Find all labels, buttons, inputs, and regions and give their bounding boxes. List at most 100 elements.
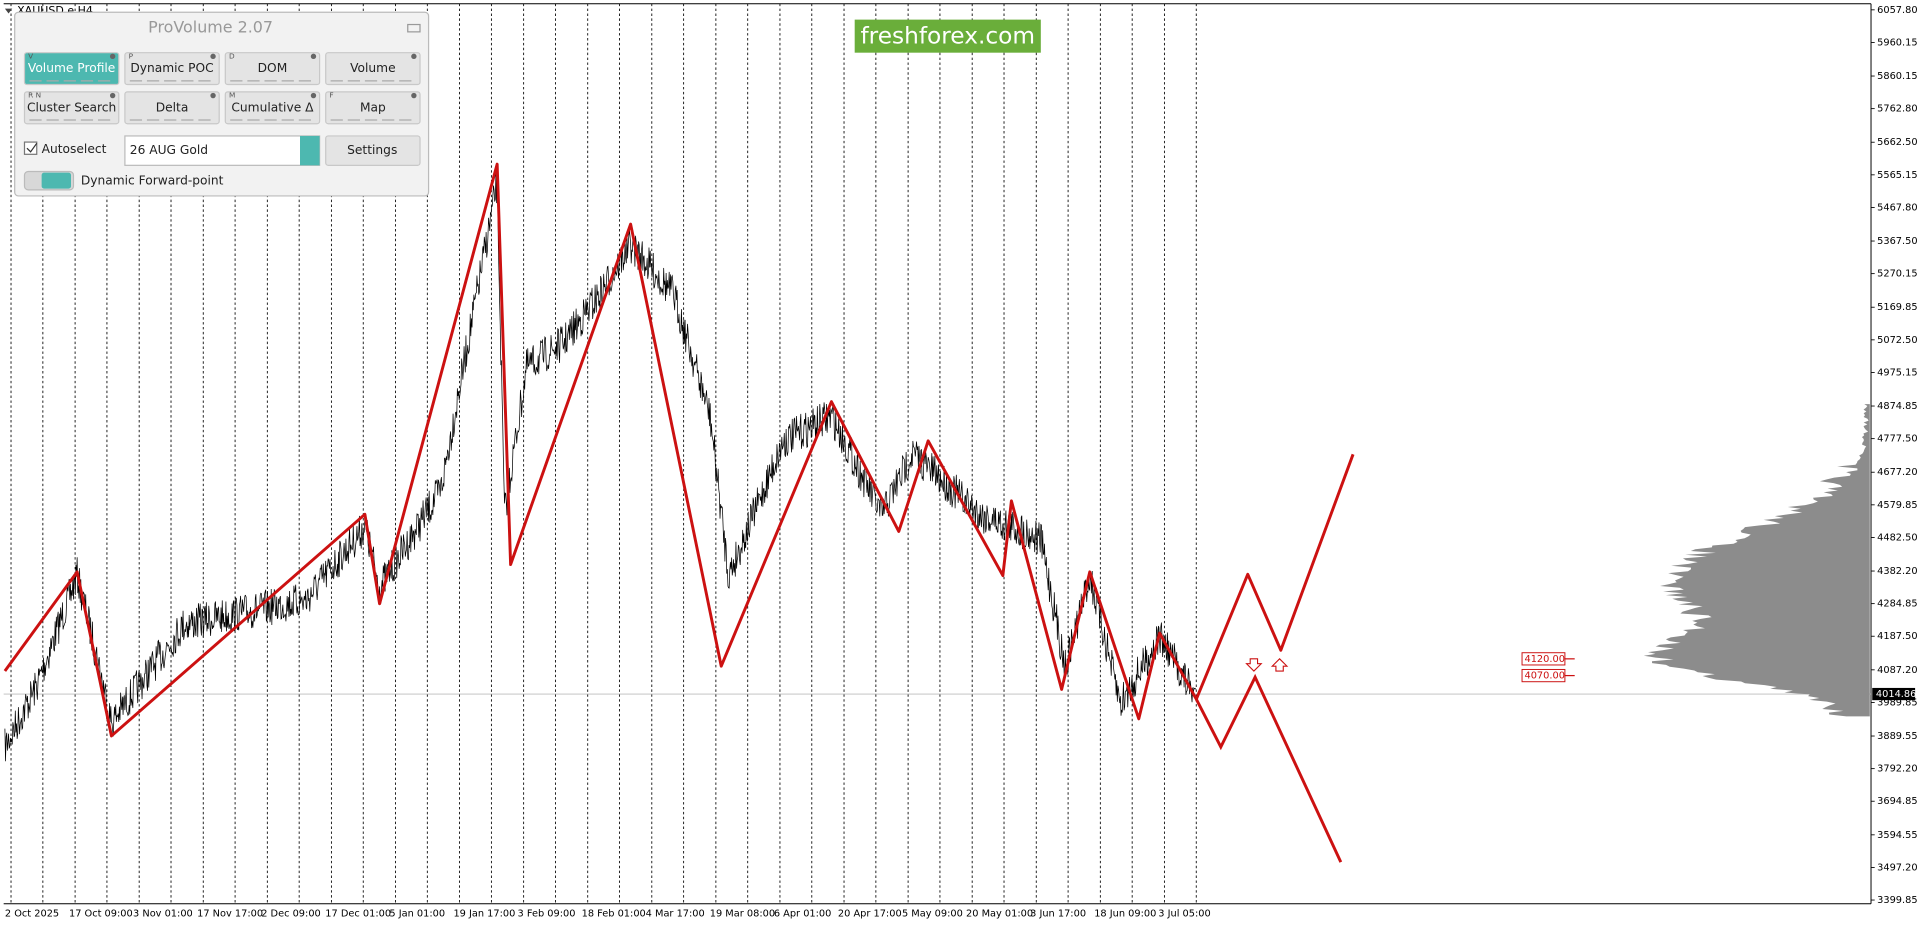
x-tick-label: 3 Feb 09:00: [518, 909, 576, 920]
current-price-box: [1872, 687, 1916, 701]
tool-button-label: Volume Profile: [28, 61, 115, 75]
tool-button[interactable]: [124, 52, 220, 86]
y-tick-label: 4777.50: [1877, 434, 1917, 445]
x-tick-label: 5 Jan 01:00: [389, 909, 445, 920]
tool-button[interactable]: [224, 52, 321, 86]
y-tick-label: 5762.80: [1877, 104, 1917, 115]
x-tick-label: 3 Nov 01:00: [133, 909, 193, 920]
tool-button-label: Cluster Search: [27, 100, 116, 114]
gear-icon: [210, 92, 216, 99]
y-tick-label: 4874.85: [1877, 401, 1917, 412]
current-price-label: 4014.86: [1876, 689, 1916, 700]
down-arrow: [1245, 658, 1263, 672]
y-tick-label: 5072.50: [1877, 335, 1917, 346]
price-line: [4, 168, 1197, 762]
up-arrow: [1270, 658, 1289, 672]
tool-button[interactable]: [224, 91, 321, 125]
forward-label: Dynamic Forward-point: [81, 174, 224, 188]
x-tick-label: 20 Apr 17:00: [838, 909, 902, 920]
gear-icon: [210, 53, 216, 60]
check-mark: [26, 142, 38, 153]
x-tick-label: 17 Dec 01:00: [325, 909, 391, 920]
watermark: freshforex.com: [860, 22, 1035, 49]
gear-icon: [109, 92, 116, 99]
x-tick-label: 17 Oct 09:00: [69, 909, 133, 920]
y-tick-label: 5169.85: [1877, 302, 1917, 313]
x-tick-label: 2 Dec 09:00: [261, 909, 321, 920]
x-tick-label: 2 Oct 2025: [5, 909, 59, 920]
spin-button[interactable]: [300, 135, 320, 166]
level-box: [1521, 668, 1566, 683]
y-tick-label: 5270.15: [1877, 269, 1917, 280]
y-tick-label: 4677.20: [1877, 467, 1917, 478]
tool-button[interactable]: [325, 91, 421, 125]
y-tick-label: 5367.50: [1877, 236, 1917, 247]
zigzag-projection: [1195, 673, 1343, 863]
gear-icon: [411, 92, 417, 99]
tool-button[interactable]: [124, 91, 220, 125]
tool-button[interactable]: [23, 52, 120, 86]
menu-arrow: [4, 8, 13, 14]
instrument-select[interactable]: [124, 135, 321, 166]
hotkey: P: [129, 51, 134, 60]
tool-button-label: Dynamic POC: [130, 61, 213, 75]
tool-button-label: Delta: [156, 100, 189, 114]
tool-button-label: Cumulative Δ: [231, 100, 314, 114]
x-tick-label: 17 Nov 17:00: [197, 909, 263, 920]
hotkey: M: [229, 91, 235, 100]
x-tick-label: 6 Apr 01:00: [774, 909, 832, 920]
y-tick-label: 4187.50: [1877, 631, 1917, 642]
volume-profile: [1643, 404, 1870, 717]
y-tick-label: 4382.20: [1877, 566, 1917, 577]
y-tick-label: 3989.85: [1877, 697, 1917, 708]
level-box: [1521, 652, 1566, 666]
hotkey: R N: [28, 91, 41, 100]
minimize-button[interactable]: [407, 23, 421, 33]
y-tick-label: 4087.20: [1877, 665, 1917, 676]
x-tick-label: 3 Jul 05:00: [1158, 909, 1210, 920]
x-tick-label: 3 Jun 17:00: [1030, 909, 1086, 920]
tool-button-label: Map: [360, 100, 386, 114]
settings-label: Settings: [347, 143, 397, 157]
x-tick-label: 18 Feb 01:00: [582, 909, 646, 920]
y-tick-label: 5960.15: [1877, 38, 1917, 49]
watermark-box: [854, 19, 1041, 53]
provolume-panel: ProVolume 2.07 Autoselect 26 AUG Gold Se…: [14, 11, 430, 197]
x-tick-label: 5 May 09:00: [902, 909, 963, 920]
toggle-knob: [41, 172, 72, 189]
autoselect-label: Autoselect: [42, 142, 107, 156]
y-tick-label: 5565.15: [1877, 170, 1917, 181]
zigzag: [3, 162, 1355, 738]
y-tick-label: 4284.85: [1877, 599, 1917, 610]
x-tick-label: 20 May 01:00: [966, 909, 1033, 920]
x-tick-label: 4 Mar 17:00: [646, 909, 705, 920]
y-tick-label: 3399.85: [1877, 895, 1917, 906]
level-label: 4070.00: [1524, 671, 1564, 682]
y-tick-label: 4975.15: [1877, 367, 1917, 378]
panel-title: ProVolume 2.07: [148, 18, 273, 37]
tool-button-label: DOM: [258, 61, 288, 75]
x-tick-label: 18 Jun 09:00: [1094, 909, 1156, 920]
hotkey: F: [329, 91, 333, 100]
hotkey: D: [229, 51, 235, 60]
tool-button-label: Volume: [350, 61, 396, 75]
instrument: 26 AUG Gold: [130, 143, 208, 157]
autoselect-checkbox[interactable]: [23, 141, 38, 155]
level-label: 4120.00: [1524, 654, 1564, 665]
gear-icon: [310, 92, 317, 99]
gear-icon: [109, 53, 116, 60]
gear-icon: [310, 53, 317, 60]
y-tick-label: 6057.80: [1877, 5, 1917, 16]
tool-button[interactable]: [23, 91, 120, 125]
settings-button[interactable]: [325, 135, 421, 166]
y-tick-label: 3694.85: [1877, 796, 1917, 807]
y-tick-label: 4579.85: [1877, 500, 1917, 511]
tool-button[interactable]: [325, 52, 421, 86]
y-tick-label: 3497.20: [1877, 862, 1917, 873]
y-tick-label: 3792.20: [1877, 764, 1917, 775]
x-tick-label: 19 Mar 08:00: [710, 909, 775, 920]
y-tick-label: 3889.55: [1877, 731, 1917, 742]
y-tick-label: 4482.50: [1877, 532, 1917, 543]
y-tick-label: 5467.80: [1877, 202, 1917, 213]
